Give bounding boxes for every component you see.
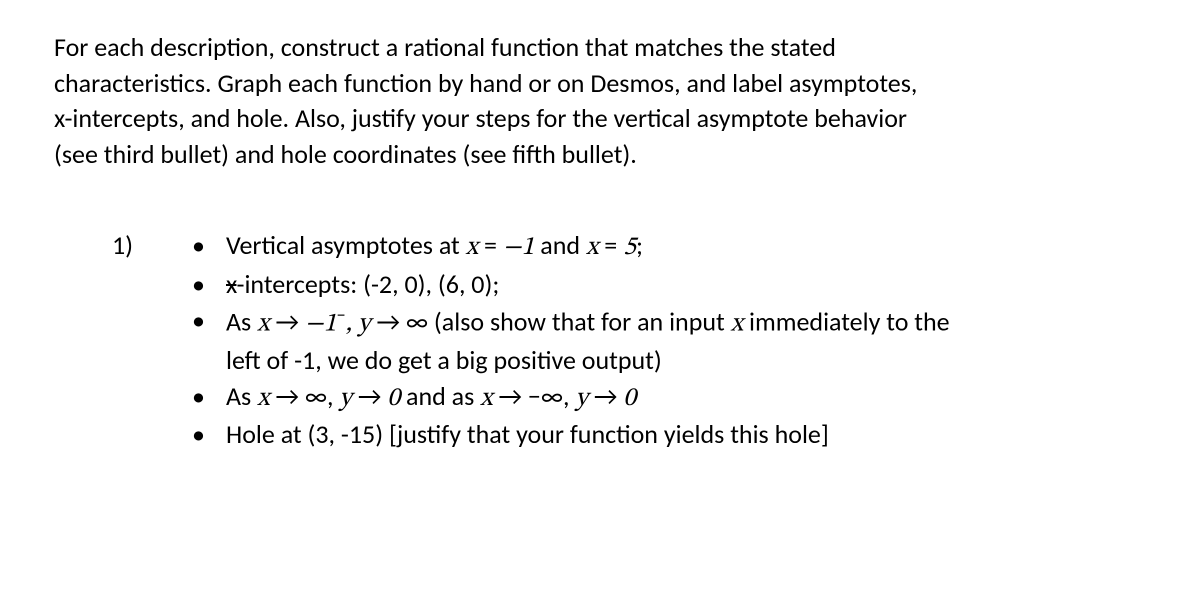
- page: For each description, construct a ration…: [0, 0, 1200, 483]
- text: → −∞,: [493, 380, 576, 412]
- bullet-5: Hole at (3, -15) [justify that your func…: [186, 417, 1146, 453]
- math-y: y: [358, 311, 371, 337]
- text: =: [598, 229, 623, 261]
- text: → ∞,: [270, 380, 340, 412]
- problem-1: 1) Vertical asymptotes at x = −1 and x =…: [54, 228, 1146, 452]
- text: →: [588, 380, 623, 412]
- text: ;: [636, 229, 643, 261]
- math-0: 0: [387, 386, 400, 412]
- math-5: 5: [623, 235, 636, 261]
- math-x: x: [257, 311, 269, 337]
- text: immediately to the: [743, 305, 950, 337]
- superscript-minus: −: [336, 304, 345, 326]
- math-x: x: [257, 386, 269, 412]
- text: →: [352, 380, 387, 412]
- math-x: x: [466, 235, 478, 261]
- math-x: x: [731, 311, 743, 337]
- bullet-2: x-intercepts: (-2, 0), (6, 0);: [186, 267, 1146, 303]
- text-line2: left of -1, we do get a big positive out…: [226, 344, 662, 376]
- text: Hole at (3, -15) [justify that your func…: [226, 418, 829, 450]
- intro-paragraph: For each description, construct a ration…: [54, 30, 1146, 172]
- text: As: [226, 380, 257, 412]
- math-y: y: [575, 386, 588, 412]
- text: and as: [400, 380, 480, 412]
- intro-line-1: For each description, construct a ration…: [54, 31, 836, 63]
- text: → ∞ (also show that for an input: [371, 305, 731, 337]
- bullet-4: As x → ∞, y → 0 and as x → −∞, y → 0: [186, 379, 1146, 418]
- intro-line-4: (see third bullet) and hole coordinates …: [54, 138, 637, 170]
- math-0: 0: [623, 386, 636, 412]
- bullet-list: Vertical asymptotes at x = −1 and x = 5;…: [186, 228, 1146, 452]
- math-neg1: −1: [305, 311, 337, 337]
- math-x: x: [480, 386, 492, 412]
- math-x: x: [586, 235, 598, 261]
- intro-line-2: characteristics. Graph each function by …: [54, 67, 917, 99]
- strike-x: x: [226, 268, 236, 300]
- text: →: [270, 305, 305, 337]
- math-y: y: [339, 386, 352, 412]
- text: and: [534, 229, 586, 261]
- math-neg1: −1: [503, 235, 535, 261]
- text: -intercepts: (-2, 0), (6, 0);: [236, 268, 499, 300]
- bullet-1: Vertical asymptotes at x = −1 and x = 5;: [186, 228, 1146, 267]
- text: As: [226, 305, 257, 337]
- text: ,: [346, 311, 358, 337]
- bullet-3: As x → −1−, y → ∞ (also show that for an…: [186, 303, 1146, 379]
- intro-line-3: x-intercepts, and hole. Also, justify yo…: [54, 102, 907, 134]
- problem-number: 1): [54, 228, 186, 264]
- text: =: [478, 229, 503, 261]
- text: Vertical asymptotes at: [226, 229, 466, 261]
